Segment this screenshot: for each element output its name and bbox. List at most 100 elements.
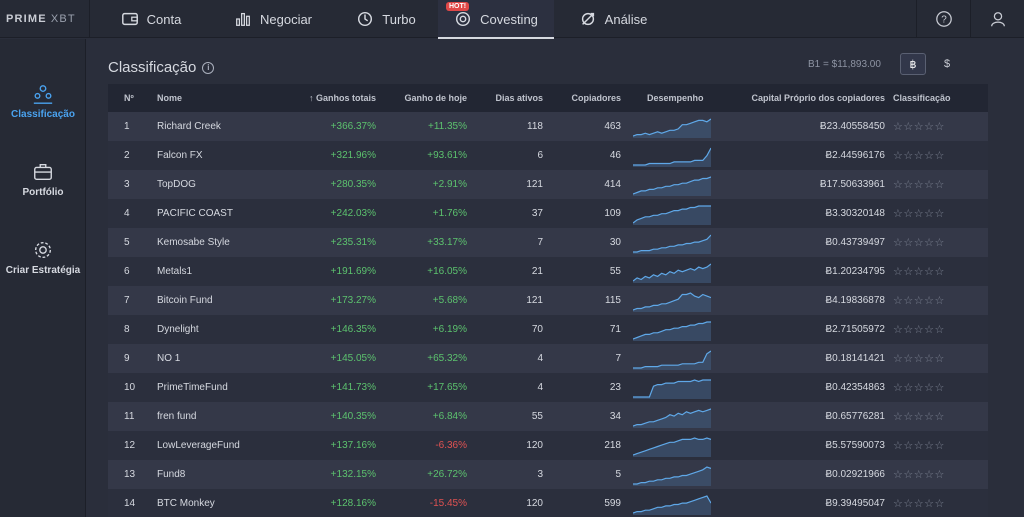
sidebar-item-criar-estrategia[interactable]: Criar Estratégia: [0, 239, 86, 276]
currency-btc-button[interactable]: ฿: [900, 53, 926, 75]
nav-covesting[interactable]: HOT! Covesting: [438, 0, 554, 39]
row-name[interactable]: Bitcoin Fund: [157, 295, 213, 306]
header-rank[interactable]: Nº: [124, 93, 134, 103]
row-rating-stars[interactable]: ☆☆☆☆☆: [893, 295, 945, 307]
table-row[interactable]: 13 Fund8 +132.15% +26.72% 3 5 Ƀ0.02921966 ☆☆☆☆☆: [108, 460, 988, 489]
row-name[interactable]: Metals1: [157, 266, 193, 277]
row-rating-stars[interactable]: ☆☆☆☆☆: [893, 150, 945, 162]
header-days[interactable]: Dias ativos: [495, 93, 543, 103]
sidebar-item-classificacao[interactable]: Classificação: [0, 83, 86, 120]
row-today-gain: +6.84%: [432, 411, 467, 422]
header-equity[interactable]: Capital Próprio dos copiadores: [751, 93, 885, 103]
row-name[interactable]: Fund8: [157, 469, 186, 480]
header-rating[interactable]: Classificação: [893, 93, 951, 103]
table-row[interactable]: 7 Bitcoin Fund +173.27% +5.68% 121 115 Ƀ4.1983…: [108, 286, 988, 315]
row-name[interactable]: NO 1: [157, 353, 181, 364]
row-total-gain: +191.69%: [330, 266, 376, 277]
nav-label: Turbo: [382, 11, 416, 27]
table-row[interactable]: 6 Metals1 +191.69% +16.05% 21 55 Ƀ1.20234795 ☆☆…: [108, 257, 988, 286]
row-copiers: 71: [609, 324, 621, 335]
table-row[interactable]: 9 NO 1 +145.05% +65.32% 4 7 Ƀ0.18141421 ☆☆☆☆☆: [108, 344, 988, 373]
sidebar-item-label: Classificação: [11, 109, 75, 120]
row-rating-stars[interactable]: ☆☆☆☆☆: [893, 324, 945, 336]
page-title: Classificação i: [108, 59, 215, 76]
row-name[interactable]: TopDOG: [157, 179, 196, 190]
help-button[interactable]: ?: [916, 0, 970, 38]
row-name[interactable]: Richard Creek: [157, 121, 221, 132]
header-total[interactable]: ↑ Ganhos totais: [292, 93, 376, 103]
row-rating-stars[interactable]: ☆☆☆☆☆: [893, 208, 945, 220]
row-rating-stars[interactable]: ☆☆☆☆☆: [893, 382, 945, 394]
row-equity: Ƀ0.43739497: [825, 237, 885, 248]
nav-conta[interactable]: Conta: [90, 0, 212, 38]
header-copiers[interactable]: Copiadores: [571, 93, 621, 103]
row-rating-stars[interactable]: ☆☆☆☆☆: [893, 469, 945, 481]
table-row[interactable]: 3 TopDOG +280.35% +2.91% 121 414 Ƀ17.50633961 ☆…: [108, 170, 988, 199]
table-row[interactable]: 12 LowLeverageFund +137.16% -6.36% 120 218 Ƀ5.…: [108, 431, 988, 460]
row-rank: 2: [124, 150, 130, 161]
row-performance: [621, 493, 713, 515]
row-name[interactable]: Falcon FX: [157, 150, 203, 161]
row-rating-stars[interactable]: ☆☆☆☆☆: [893, 237, 945, 249]
performance-sparkline: [633, 234, 711, 254]
header-name[interactable]: Nome: [157, 93, 183, 103]
row-rating-stars[interactable]: ☆☆☆☆☆: [893, 121, 945, 133]
row-total-gain: +128.16%: [330, 498, 376, 509]
header-performance: Desempenho: [647, 93, 704, 103]
row-equity: Ƀ9.39495047: [825, 498, 885, 509]
row-rating-stars[interactable]: ☆☆☆☆☆: [893, 353, 945, 365]
row-rating-stars[interactable]: ☆☆☆☆☆: [893, 440, 945, 452]
row-equity: Ƀ1.20234795: [825, 266, 885, 277]
nav-analise[interactable]: Análise: [554, 0, 672, 38]
table-row[interactable]: 4 PACIFIC COAST +242.03% +1.76% 37 109 Ƀ3.3032…: [108, 199, 988, 228]
row-equity: Ƀ2.44596176: [825, 150, 885, 161]
table-row[interactable]: 8 Dynelight +146.35% +6.19% 70 71 Ƀ2.71505972 ☆…: [108, 315, 988, 344]
row-days-active: 6: [537, 150, 543, 161]
row-name[interactable]: BTC Monkey: [157, 498, 215, 509]
row-name[interactable]: PrimeTimeFund: [157, 382, 228, 393]
row-equity: Ƀ3.30320148: [825, 208, 885, 219]
ranking-table: Nº Nome ↑ Ganhos totais Ganho de hoje Di…: [108, 84, 988, 517]
row-copiers: 55: [609, 266, 621, 277]
logo[interactable]: PRIME XBT: [0, 0, 90, 38]
sidebar-item-portfolio[interactable]: Portfólio: [0, 161, 86, 198]
sparkline-line: [633, 378, 711, 398]
main-nav: Conta Negociar Turbo HOT! Covesting Anál…: [90, 0, 672, 39]
row-name[interactable]: LowLeverageFund: [157, 440, 240, 451]
row-name[interactable]: Dynelight: [157, 324, 199, 335]
table-row[interactable]: 14 BTC Monkey +128.16% -15.45% 120 599 Ƀ9.3949…: [108, 489, 988, 517]
sparkline-line: [633, 118, 711, 137]
row-name[interactable]: fren fund: [157, 411, 197, 422]
currency-usd-button[interactable]: $: [943, 58, 951, 70]
table-row[interactable]: 11 fren fund +140.35% +6.84% 55 34 Ƀ0.65776281…: [108, 402, 988, 431]
table-row[interactable]: 2 Falcon FX +321.96% +93.61% 6 46 Ƀ2.44596176 ☆…: [108, 141, 988, 170]
user-button[interactable]: [970, 0, 1024, 38]
sparkline-area: [633, 118, 711, 138]
table-row[interactable]: 5 Kemosabe Style +235.31% +33.17% 7 30 Ƀ0.4373…: [108, 228, 988, 257]
row-rating-stars[interactable]: ☆☆☆☆☆: [893, 411, 945, 423]
row-rank: 1: [124, 121, 130, 132]
nav-negociar[interactable]: Negociar: [212, 0, 334, 38]
row-days-active: 55: [531, 411, 543, 422]
row-equity: Ƀ23.40558450: [819, 121, 885, 132]
header-today[interactable]: Ganho de hoje: [404, 93, 467, 103]
sparkline-area: [633, 263, 711, 283]
nav-turbo[interactable]: Turbo: [334, 0, 438, 38]
sparkline-area: [633, 205, 711, 225]
row-performance: [621, 174, 713, 196]
sparkline-area: [633, 234, 711, 254]
row-today-gain: -6.36%: [435, 440, 467, 451]
row-rating-stars[interactable]: ☆☆☆☆☆: [893, 498, 945, 510]
row-days-active: 21: [531, 266, 543, 277]
table-row[interactable]: 10 PrimeTimeFund +141.73% +17.65% 4 23 Ƀ0.4235…: [108, 373, 988, 402]
info-icon[interactable]: i: [202, 61, 215, 74]
row-performance: [621, 261, 713, 283]
row-today-gain: +16.05%: [427, 266, 467, 277]
row-name[interactable]: Kemosabe Style: [157, 237, 230, 248]
table-row[interactable]: 1 Richard Creek +366.37% +11.35% 118 463 Ƀ23.4…: [108, 112, 988, 141]
row-total-gain: +146.35%: [330, 324, 376, 335]
row-rating-stars[interactable]: ☆☆☆☆☆: [893, 179, 945, 191]
row-rating-stars[interactable]: ☆☆☆☆☆: [893, 266, 945, 278]
row-name[interactable]: PACIFIC COAST: [157, 208, 233, 219]
row-today-gain: +2.91%: [432, 179, 467, 190]
